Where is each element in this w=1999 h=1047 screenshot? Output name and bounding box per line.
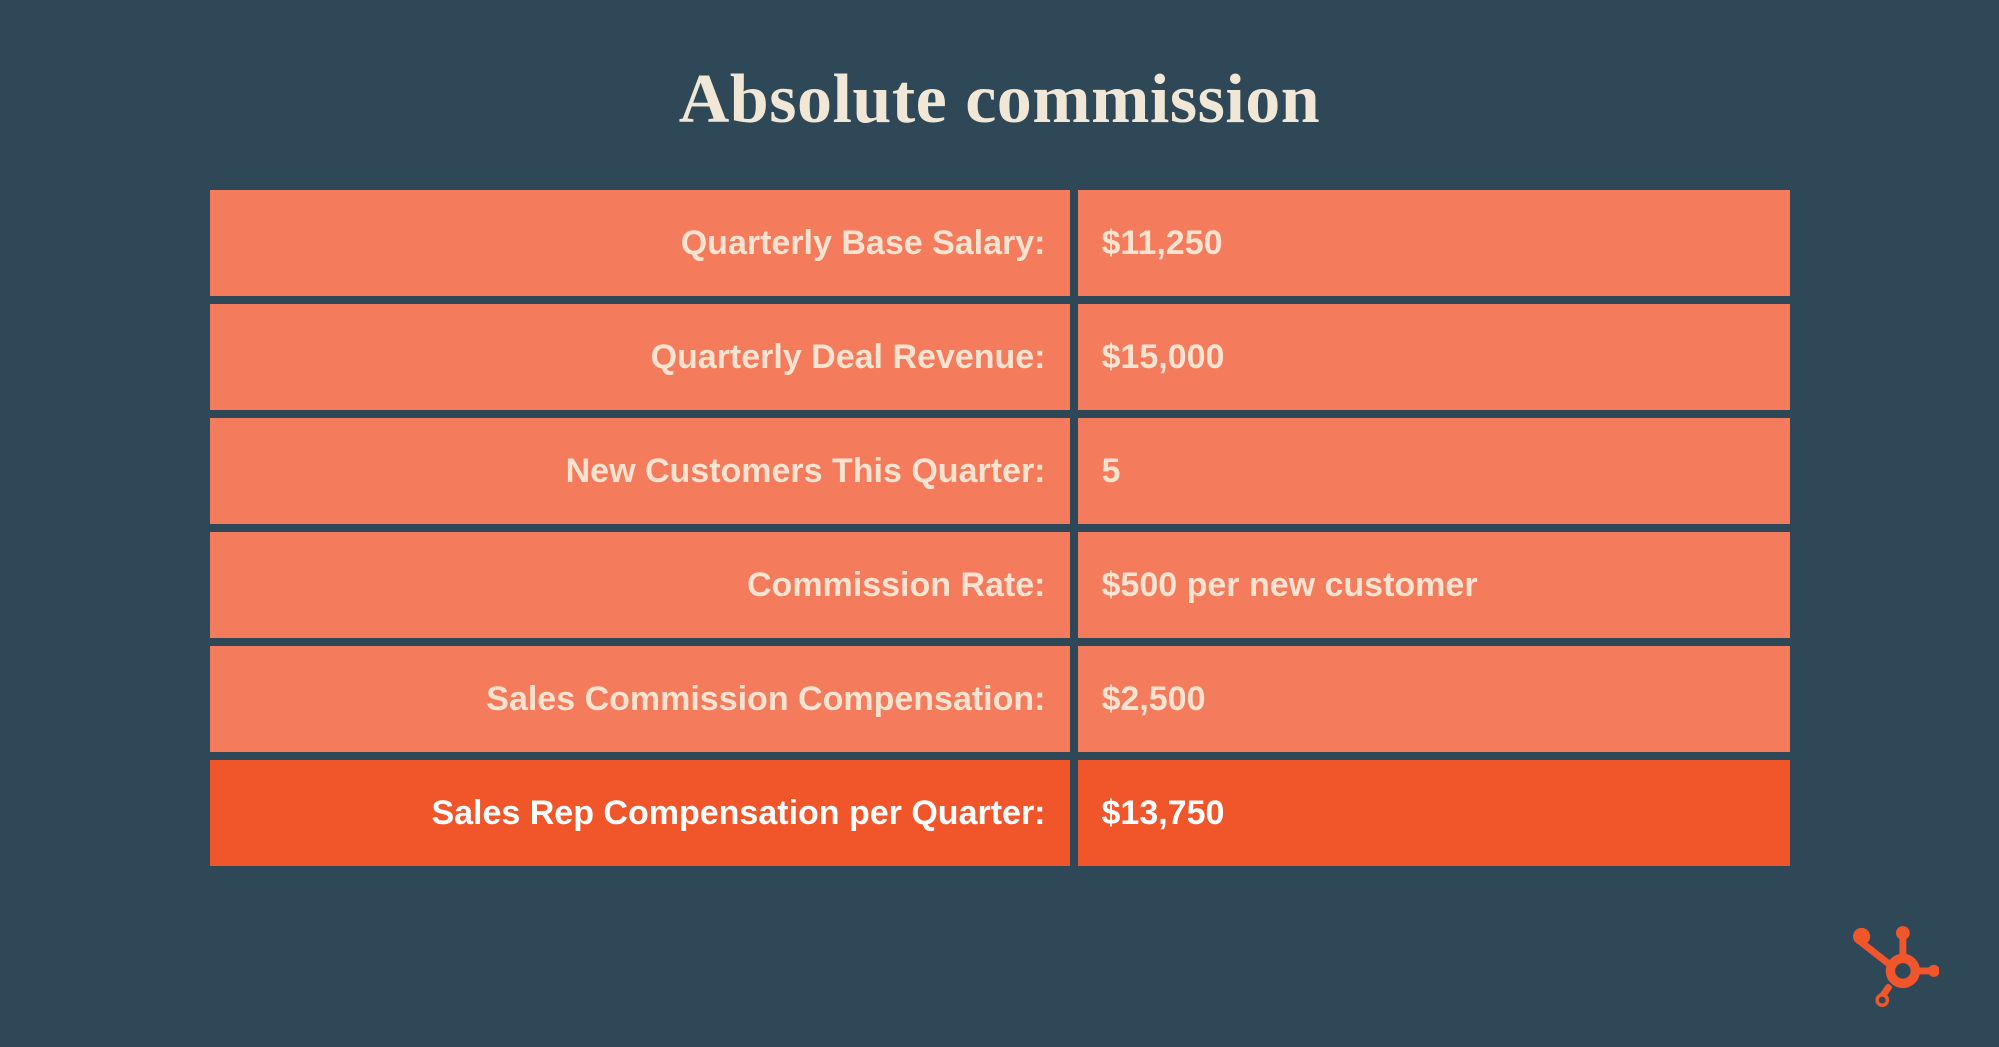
row-label: Quarterly Base Salary: [210, 190, 1070, 296]
table-row: Sales Commission Compensation: $2,500 [210, 646, 1790, 752]
hubspot-icon [1853, 921, 1939, 1007]
row-value: 5 [1078, 418, 1790, 524]
row-value: $500 per new customer [1078, 532, 1790, 638]
row-value: $2,500 [1078, 646, 1790, 752]
row-value: $13,750 [1078, 760, 1790, 866]
table-row: Quarterly Base Salary: $11,250 [210, 190, 1790, 296]
row-label: Commission Rate: [210, 532, 1070, 638]
page-title: Absolute commission [679, 60, 1320, 140]
table-row: Commission Rate: $500 per new customer [210, 532, 1790, 638]
row-label: Quarterly Deal Revenue: [210, 304, 1070, 410]
row-value: $15,000 [1078, 304, 1790, 410]
commission-table: Quarterly Base Salary: $11,250 Quarterly… [210, 190, 1790, 866]
row-label: Sales Commission Compensation: [210, 646, 1070, 752]
row-label: New Customers This Quarter: [210, 418, 1070, 524]
row-label: Sales Rep Compensation per Quarter: [210, 760, 1070, 866]
table-row-total: Sales Rep Compensation per Quarter: $13,… [210, 760, 1790, 866]
table-row: New Customers This Quarter: 5 [210, 418, 1790, 524]
row-value: $11,250 [1078, 190, 1790, 296]
table-row: Quarterly Deal Revenue: $15,000 [210, 304, 1790, 410]
